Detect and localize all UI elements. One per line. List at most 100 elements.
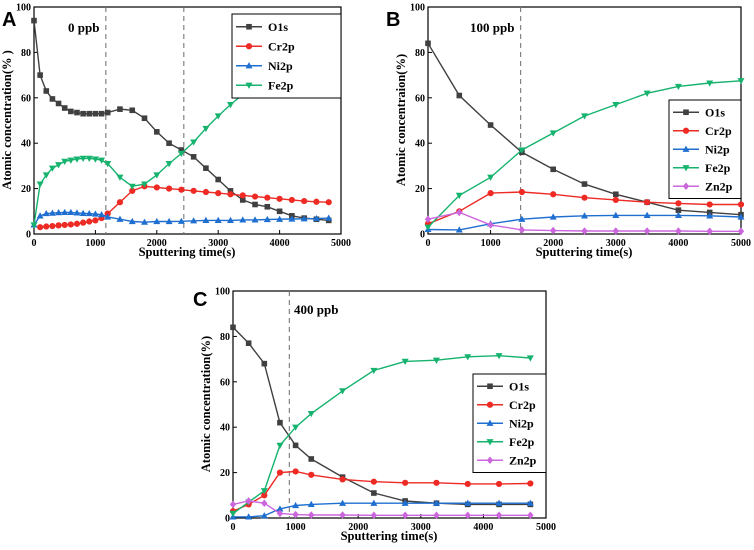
data-point-o1s (190, 154, 197, 160)
data-point-cr2p (165, 185, 173, 192)
series-ni2p (229, 499, 534, 520)
y-axis-label: Atomic concentraion(%) (394, 54, 408, 186)
data-point-zn2p (308, 511, 315, 519)
data-point-fe2p (73, 156, 81, 163)
data-point-ni2p (141, 218, 149, 225)
data-point-cr2p (495, 480, 503, 488)
data-point-cr2p (261, 492, 268, 499)
data-point-fe2p (424, 224, 432, 231)
data-point-fe2p (91, 156, 99, 163)
data-point-ni2p (226, 216, 234, 223)
data-point-cr2p (675, 200, 682, 207)
data-point-o1s (456, 92, 463, 99)
data-point-zn2p (339, 511, 346, 519)
data-point-fe2p (177, 150, 185, 158)
data-point-o1s (613, 191, 619, 198)
y-tick-label: 60 (21, 93, 31, 104)
legend-label-ni2p: Ni2p (705, 142, 730, 156)
data-point-zn2p (527, 511, 534, 520)
data-point-cr2p (276, 469, 284, 476)
data-point-o1s (487, 122, 494, 128)
data-point-fe2p (30, 222, 38, 229)
legend-marker-o1s (683, 109, 689, 116)
data-point-ni2p (128, 217, 136, 225)
series-line-cr2p (232, 470, 531, 512)
legend-marker-zn2p (486, 456, 494, 465)
data-point-fe2p (487, 174, 495, 181)
data-point-o1s (261, 360, 268, 367)
data-point-o1s (581, 181, 588, 187)
data-point-fe2p (79, 155, 87, 163)
x-tick-label: 4000 (473, 522, 493, 533)
data-point-o1s (239, 197, 246, 203)
legend-label-o1s: O1s (509, 379, 529, 393)
data-point-ni2p (518, 215, 526, 222)
panel-letter: C (193, 289, 207, 311)
data-point-fe2p (706, 80, 714, 87)
data-point-ni2p (260, 512, 268, 519)
data-point-ni2p (581, 212, 588, 219)
y-tick-label: 40 (415, 139, 425, 150)
data-point-cr2p (581, 194, 588, 201)
data-point-o1s (252, 201, 258, 208)
data-point-cr2p (202, 188, 210, 196)
y-tick-label: 60 (220, 377, 230, 388)
x-tick-label: 2000 (147, 238, 167, 249)
data-point-cr2p (370, 478, 377, 485)
data-point-fe2p (495, 353, 503, 360)
data-point-o1s (31, 17, 37, 24)
data-point-ni2p (214, 216, 222, 223)
data-point-o1s (80, 110, 86, 117)
legend-marker-o1s (246, 23, 252, 30)
data-point-o1s (277, 419, 283, 426)
data-point-cr2p (288, 196, 295, 204)
data-point-ni2p (549, 213, 557, 220)
y-tick-label: 20 (220, 468, 230, 479)
data-point-cr2p (251, 193, 259, 200)
x-tick-label: 2000 (348, 522, 368, 533)
legend-marker-cr2p (245, 43, 253, 50)
y-tick-label: 40 (220, 423, 230, 434)
data-point-zn2p (643, 227, 651, 235)
data-point-ni2p (245, 513, 253, 520)
data-point-o1s (245, 340, 252, 347)
data-point-fe2p (61, 158, 69, 165)
x-tick-label: 3000 (606, 238, 626, 249)
series-cr2p (37, 183, 332, 231)
data-point-cr2p (487, 190, 494, 197)
data-point-zn2p (550, 226, 557, 235)
data-point-zn2p (464, 511, 471, 520)
data-point-o1s (215, 176, 221, 183)
data-point-o1s (371, 490, 377, 496)
series-ni2p (424, 211, 745, 233)
legend: O1s Cr2p Ni2p Fe2p Zn2p (472, 373, 547, 473)
data-point-ni2p (339, 499, 347, 506)
data-point-o1s (203, 165, 209, 171)
x-tick-label: 0 (32, 238, 37, 249)
x-tick-label: 1000 (85, 238, 105, 249)
data-point-ni2p (55, 209, 63, 216)
data-point-fe2p (276, 442, 284, 449)
data-point-zn2p (292, 510, 299, 519)
data-point-o1s (292, 442, 299, 449)
y-tick-label: 100 (215, 287, 230, 298)
data-point-fe2p (202, 125, 210, 133)
data-point-fe2p (42, 172, 50, 179)
panel-letter: B (386, 9, 400, 31)
data-point-ni2p (312, 214, 320, 222)
data-point-ni2p (325, 214, 333, 221)
data-point-o1s (141, 115, 148, 122)
x-tick-label: 4000 (668, 238, 688, 249)
data-point-fe2p (581, 113, 588, 120)
data-point-cr2p (433, 479, 440, 486)
data-point-fe2p (55, 162, 63, 169)
x-tick-label: 0 (426, 238, 431, 249)
data-point-fe2p (36, 181, 44, 188)
data-point-ni2p (42, 209, 50, 217)
data-point-fe2p (518, 147, 526, 154)
data-point-ni2p (455, 226, 463, 233)
data-point-fe2p (455, 192, 463, 200)
data-point-o1s (43, 88, 50, 94)
data-point-ni2p (36, 212, 44, 219)
data-point-fe2p (141, 181, 149, 188)
